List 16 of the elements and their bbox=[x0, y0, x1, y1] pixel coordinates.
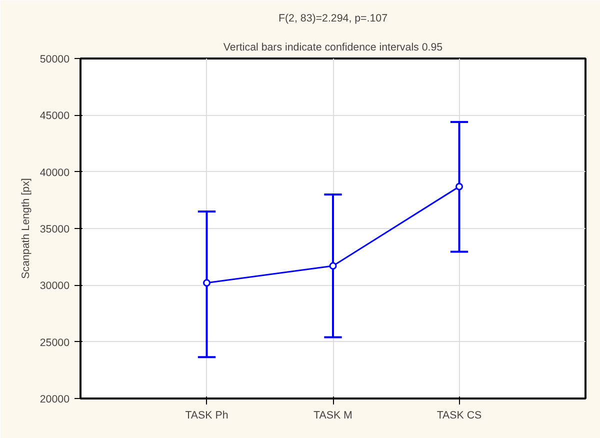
y-tick-label: 25000 bbox=[40, 336, 70, 349]
y-tick-label: 30000 bbox=[40, 280, 70, 292]
point bbox=[456, 182, 463, 190]
chart-title: F(2, 83)=2.294, p=.107 bbox=[278, 12, 388, 24]
y-tick-label: 45000 bbox=[40, 110, 70, 122]
x-tick-label: TASK CS bbox=[436, 410, 482, 422]
x-tick-label: TASK M bbox=[314, 410, 352, 422]
y-tick-label: 50000 bbox=[40, 54, 70, 66]
point bbox=[203, 279, 210, 287]
y-tick-label: 35000 bbox=[40, 224, 70, 236]
y-tick-label: 40000 bbox=[40, 166, 70, 179]
chart-subtitle: Vertical bars indicate confidence intervals 0.95 bbox=[223, 42, 443, 54]
x-tick-label: TASK Ph bbox=[185, 410, 228, 422]
y-axis-title: Scanpath Length [px] bbox=[20, 178, 32, 279]
y-tick-label: 20000 bbox=[40, 394, 70, 406]
point bbox=[329, 262, 337, 270]
